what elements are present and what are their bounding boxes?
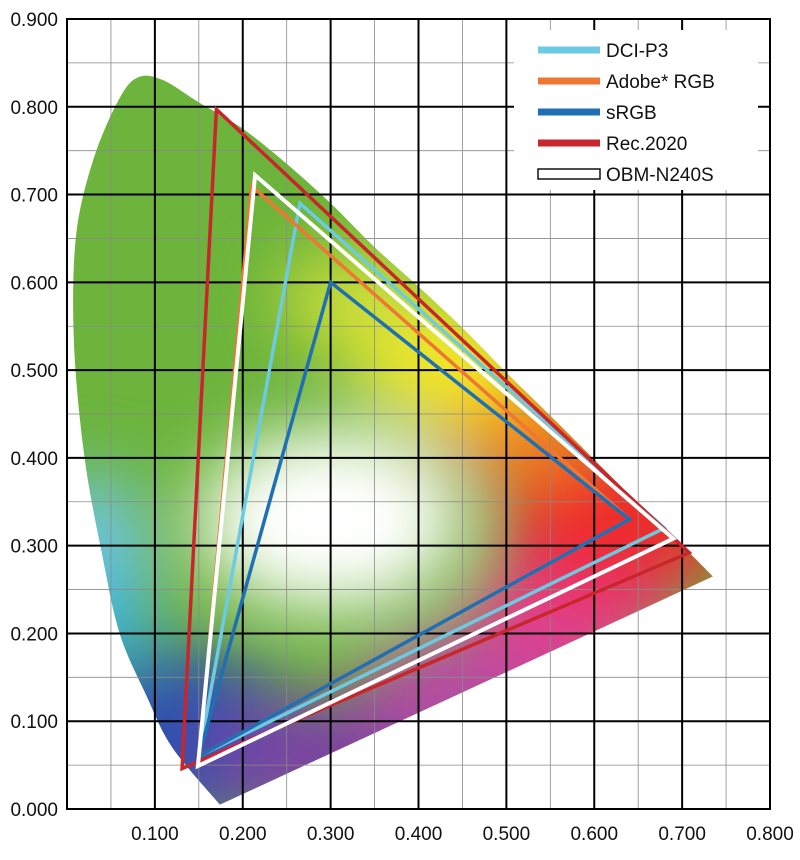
x-tick-label: 0.100 bbox=[131, 824, 179, 845]
gamut-triangle-rec-2020 bbox=[180, 105, 693, 772]
legend-swatch bbox=[537, 168, 601, 180]
y-tick-label: 0.600 bbox=[10, 273, 58, 294]
x-tick-label: 0.700 bbox=[658, 824, 706, 845]
legend: DCI-P3 Adobe* RGB sRGB Rec.2020 OBM-N240S bbox=[514, 30, 758, 190]
x-tick-label: 0.300 bbox=[307, 824, 355, 845]
y-tick-label: 0.900 bbox=[10, 10, 58, 31]
y-tick-label: 0.100 bbox=[10, 712, 58, 733]
gamut-triangle-srgb bbox=[195, 279, 633, 760]
gamut-triangles bbox=[180, 105, 693, 772]
y-axis-ticks: 0.000 0.100 0.200 0.300 0.400 0.500 0.600 0.700… bbox=[10, 10, 58, 821]
legend-label: OBM-N240S bbox=[606, 165, 714, 186]
x-tick-label: 0.600 bbox=[570, 824, 618, 845]
y-tick-label: 0.200 bbox=[10, 624, 58, 645]
y-tick-label: 0.800 bbox=[10, 98, 58, 119]
gamut-triangle-dci-p3 bbox=[196, 199, 668, 760]
y-tick-label: 0.400 bbox=[10, 449, 58, 470]
gamut-triangle-obm-n240s bbox=[195, 171, 677, 770]
y-tick-label: 0.300 bbox=[10, 537, 58, 558]
y-tick-label: 0.000 bbox=[10, 800, 58, 821]
x-axis-ticks: 0.100 0.200 0.300 0.400 0.500 0.600 0.700 0.800 bbox=[131, 824, 794, 845]
x-tick-label: 0.400 bbox=[395, 824, 443, 845]
legend-label: DCI-P3 bbox=[606, 41, 668, 62]
y-tick-label: 0.500 bbox=[10, 361, 58, 382]
y-tick-label: 0.700 bbox=[10, 186, 58, 207]
plot-frame bbox=[66, 18, 771, 810]
legend-label: sRGB bbox=[606, 103, 657, 124]
legend-label: Rec.2020 bbox=[606, 134, 687, 155]
x-tick-label: 0.800 bbox=[746, 824, 794, 845]
x-tick-label: 0.500 bbox=[483, 824, 531, 845]
x-tick-label: 0.200 bbox=[219, 824, 267, 845]
legend-label: Adobe* RGB bbox=[606, 72, 715, 93]
